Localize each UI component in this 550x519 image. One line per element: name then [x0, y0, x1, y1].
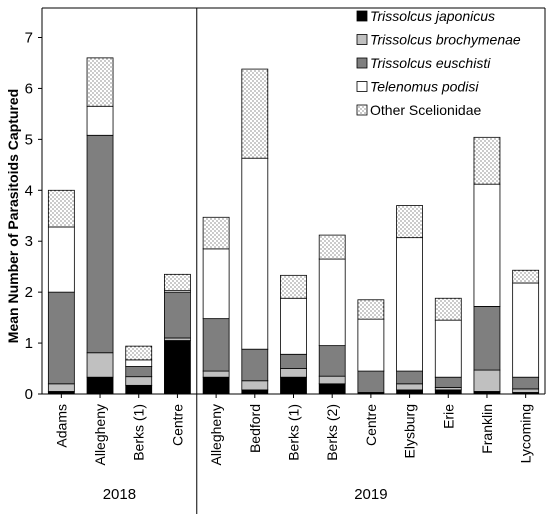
bar-segment [86, 57, 114, 107]
bar-segment [86, 376, 114, 395]
legend-swatch [356, 34, 368, 45]
axes-layer: 0 1 2 3 4 5 6 7 Adams Allegheny Berks (1) Centre All… [25, 7, 546, 514]
bar-segment [434, 389, 462, 395]
bar-segment [280, 376, 307, 395]
legend: Trissolcus japonicus Trissolcus brochymen… [356, 8, 521, 118]
x-tick-label: Franklin [479, 404, 495, 454]
legend-label: Trissolcus euschisti [370, 55, 491, 71]
bar-segment [164, 340, 191, 395]
bar-segment [202, 216, 230, 250]
y-tick-label: 5 [25, 131, 33, 148]
x-tick-label: Berks (1) [131, 404, 147, 461]
bar-segment [473, 306, 501, 371]
legend-swatch [356, 10, 368, 22]
bar-segment [396, 383, 423, 391]
legend-swatch [356, 81, 368, 92]
bar-segment [164, 291, 191, 339]
y-tick-label: 3 [25, 233, 33, 250]
bar-segment [318, 345, 346, 377]
bar-segment [202, 376, 230, 395]
bar-segment [202, 370, 230, 378]
bar-segment [164, 273, 191, 292]
legend-label: Telenomus podisi [370, 79, 479, 95]
group-label: 2019 [354, 486, 387, 503]
bar-segment [357, 318, 385, 372]
bar-segment [280, 274, 307, 299]
legend-swatch [356, 104, 368, 116]
bar-segment [125, 384, 153, 395]
group-label: 2018 [103, 486, 136, 503]
x-tick-label: Allegheny [92, 404, 108, 466]
bar-segment [241, 389, 269, 395]
bar-segment [473, 369, 501, 392]
bar-segment [318, 234, 346, 260]
x-tick-label: Bedford [247, 404, 263, 453]
bar-segment [47, 189, 75, 228]
bar-segment [396, 370, 423, 385]
y-tick-label: 4 [25, 182, 33, 199]
x-tick-label: Centre [363, 404, 379, 446]
bar-segment [357, 370, 385, 393]
x-tick-label: Lycoming [518, 404, 534, 463]
bar-segment [512, 388, 540, 393]
bar-segment [86, 352, 114, 378]
bar-segment [396, 205, 423, 239]
bar-segment [396, 237, 423, 372]
bar-segment [47, 226, 75, 293]
legend-label: Trissolcus japonicus [370, 8, 495, 24]
bar-segment [473, 136, 501, 185]
x-tick-label: Centre [169, 404, 185, 446]
bar-segment [318, 258, 346, 347]
bar-segment [125, 359, 153, 367]
y-tick-label: 7 [25, 30, 33, 47]
x-tick-label: Berks (1) [286, 404, 302, 461]
bar-segment [434, 319, 462, 378]
bar-segment [512, 282, 540, 378]
bar-segment [47, 291, 75, 385]
x-tick-label: Adams [53, 404, 69, 448]
bar-segment [473, 183, 501, 307]
bar-segment [86, 134, 114, 354]
bar-segment [512, 269, 540, 284]
bar-segment [241, 157, 269, 350]
y-tick-label: 6 [25, 80, 33, 97]
bar-segment [86, 105, 114, 136]
y-tick-label: 2 [25, 284, 33, 301]
bar-segment [125, 345, 153, 361]
legend-swatch [356, 57, 368, 69]
bar-segment [241, 348, 269, 382]
bar-segment [434, 297, 462, 321]
bar-segment [241, 380, 269, 391]
y-tick-label: 0 [25, 386, 33, 403]
y-tick-label: 1 [25, 335, 33, 352]
bar-segment [202, 318, 230, 372]
bar-segment [512, 376, 540, 390]
bar-segment [396, 389, 423, 395]
legend-label: Other Scelionidae [370, 102, 482, 118]
bar-segment [318, 375, 346, 385]
bar-segment [202, 248, 230, 320]
bar-segment [125, 366, 153, 378]
x-tick-label: Elysburg [402, 404, 418, 458]
x-tick-label: Allegheny [208, 404, 224, 466]
bar-segment [280, 297, 307, 355]
y-axis-title: Mean Number of Parasitoids Captured [5, 89, 21, 343]
bar-segment [280, 368, 307, 378]
bars-layer [47, 57, 540, 395]
bar-segment [47, 383, 75, 392]
x-tick-label: Erie [440, 404, 456, 429]
bar-segment [125, 376, 153, 386]
x-tick-label: Berks (2) [324, 404, 340, 461]
bar-segment [280, 353, 307, 369]
bar-segment [357, 299, 385, 320]
legend-label: Trissolcus brochymenae [370, 32, 521, 48]
bar-segment [241, 68, 269, 159]
bar-segment [318, 383, 346, 395]
bar-segment [434, 376, 462, 388]
